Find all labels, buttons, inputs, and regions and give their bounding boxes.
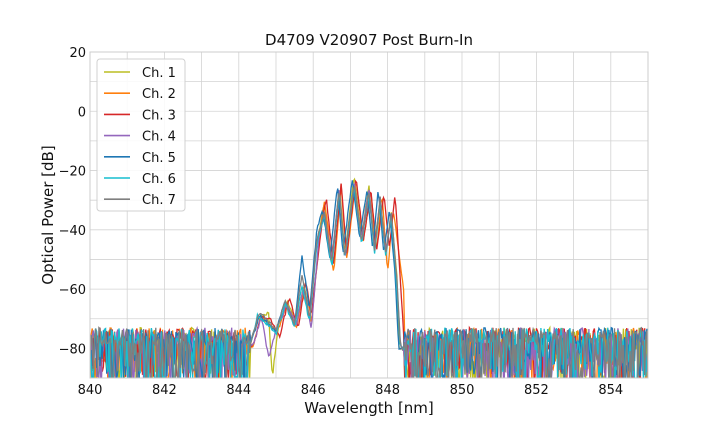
tick-labels: 840 842 844 846 848 850 852 854 20 0 −20 −40 −60 −80 (59, 46, 624, 398)
y-tick-label: 0 (78, 105, 86, 120)
grid (89, 51, 649, 379)
x-tick-label: 854 (598, 383, 623, 398)
legend-label: Ch. 5 (142, 151, 176, 166)
x-tick-label: 844 (226, 383, 251, 398)
x-axis-label: Wavelength [nm] (304, 399, 434, 417)
series-line-ch-5 (90, 180, 648, 378)
y-axis-label: Optical Power [dB] (39, 145, 57, 284)
series-lines (90, 177, 648, 378)
plot-frame (89, 51, 649, 379)
legend: Ch. 1 Ch. 2 Ch. 3 Ch. 4 Ch. 5 Ch. 6 Ch. 7 (96, 58, 186, 212)
x-tick-label: 852 (524, 383, 549, 398)
legend-box (96, 58, 186, 212)
legend-label: Ch. 2 (142, 87, 176, 102)
x-tick-label: 840 (78, 383, 103, 398)
series-line-ch-7 (90, 186, 648, 378)
x-tick-label: 842 (152, 383, 177, 398)
chart-title: D4709 V20907 Post Burn-In (265, 31, 473, 49)
y-tick-label: 20 (69, 46, 86, 61)
legend-label: Ch. 4 (142, 130, 176, 145)
y-tick-label: −80 (59, 342, 86, 357)
x-tick-label: 850 (450, 383, 475, 398)
legend-label: Ch. 1 (142, 66, 176, 81)
y-tick-label: −40 (59, 224, 86, 239)
legend-label: Ch. 7 (142, 193, 176, 208)
y-tick-label: −60 (59, 283, 86, 298)
x-tick-label: 846 (301, 383, 326, 398)
legend-label: Ch. 3 (142, 108, 176, 123)
y-tick-label: −20 (59, 165, 86, 180)
x-tick-label: 848 (375, 383, 400, 398)
legend-label: Ch. 6 (142, 172, 176, 187)
